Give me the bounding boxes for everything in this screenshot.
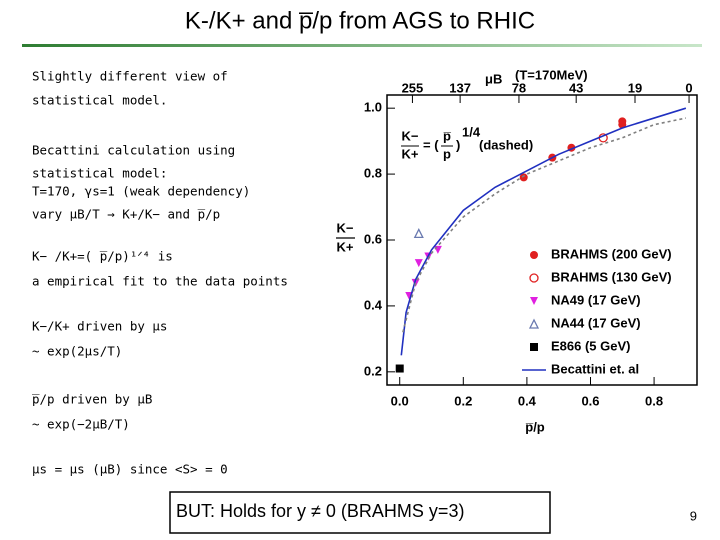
body-text: statistical model: (32, 166, 167, 181)
legend-label: BRAHMS (130 GeV) (551, 269, 672, 284)
note-box (169, 491, 551, 534)
y-tick-label: 0.2 (364, 363, 382, 378)
legend-label: NA44 (17 GeV) (551, 315, 641, 330)
point (395, 364, 404, 373)
legend-label: E866 (5 GeV) (551, 338, 631, 353)
x-axis-label: p̅/p (525, 419, 545, 434)
x-tick-label: 0.4 (518, 393, 537, 408)
legend-marker (528, 318, 540, 329)
body-text: p̅/p driven by μB (32, 392, 152, 407)
annotation-eq: = ( (423, 137, 439, 152)
slide-title: K-/K+ and p̅/p from AGS to RHIC (185, 7, 535, 34)
body-text: μs = μs (μB) since <S> = 0 (32, 462, 228, 477)
body-text: K−/K+ driven by μs (32, 319, 167, 334)
chart: p̅/p K− K+ μB (T=170MeV) K− K+ = ( p̅ p … (336, 67, 698, 434)
body-text: K− /K+=( p̅/p)¹ᐟ⁴ is (32, 249, 173, 264)
legend-marker (529, 273, 539, 283)
annotation-lhs-den: K+ (402, 146, 419, 161)
body-text: a empirical fit to the data points (32, 274, 288, 289)
legend-marker (530, 343, 538, 351)
title-rule (22, 44, 702, 47)
legend-marker (530, 297, 538, 305)
curve (400, 107, 687, 356)
top-axis-note: (T=170MeV) (515, 67, 588, 82)
annotation-p-den: p (443, 146, 451, 161)
page-number: 9 (690, 508, 697, 523)
body-text: ~ exp(2μs/T) (32, 344, 122, 359)
top-tick-label: 19 (628, 80, 642, 95)
top-tick-label: 78 (512, 80, 526, 95)
x-tick-label: 0.6 (581, 393, 599, 408)
point (413, 227, 424, 239)
annotation-p-num: p̅ (443, 128, 451, 143)
body-text: Becattini calculation using (32, 143, 235, 158)
point (414, 259, 423, 268)
x-tick-label: 0.2 (454, 393, 472, 408)
x-tick-label: 0.8 (645, 393, 663, 408)
y-tick-label: 0.4 (364, 297, 383, 312)
annotation-close: ) (456, 137, 460, 152)
body-text: Slightly different view of (32, 69, 228, 84)
x-tick-label: 0.0 (391, 393, 409, 408)
note-text: BUT: Holds for y ≠ 0 (BRAHMS y=3) (176, 501, 464, 521)
top-tick-label: 0 (685, 80, 692, 95)
y-label-numerator: K− (337, 220, 354, 235)
top-axis-label: μB (485, 71, 502, 86)
point (519, 173, 528, 182)
annotation-power: 1/4 (462, 124, 481, 139)
y-label-denominator: K+ (337, 239, 354, 254)
top-tick-label: 43 (569, 80, 583, 95)
y-tick-label: 0.8 (364, 166, 382, 181)
point (618, 117, 627, 126)
curve (402, 117, 687, 333)
legend-label: BRAHMS (200 GeV) (551, 246, 672, 261)
y-tick-label: 1.0 (364, 100, 382, 115)
body-text: ~ exp(−2μB/T) (32, 417, 130, 432)
body-text: T=170, γs=1 (weak dependency) (32, 184, 250, 199)
legend-label: Becattini et. al (551, 361, 639, 376)
y-tick-label: 0.6 (364, 231, 382, 246)
point (411, 278, 420, 287)
annotation-note: (dashed) (479, 137, 533, 152)
top-tick-label: 255 (402, 80, 424, 95)
body-text: vary μB/T → K+/K− and p̅/p (32, 207, 220, 222)
point (433, 245, 442, 254)
body-text: statistical model. (32, 93, 167, 108)
legend-marker (530, 251, 538, 259)
top-tick-label: 137 (449, 80, 471, 95)
annotation-lhs-num: K− (402, 128, 419, 143)
legend-label: NA49 (17 GeV) (551, 292, 641, 307)
